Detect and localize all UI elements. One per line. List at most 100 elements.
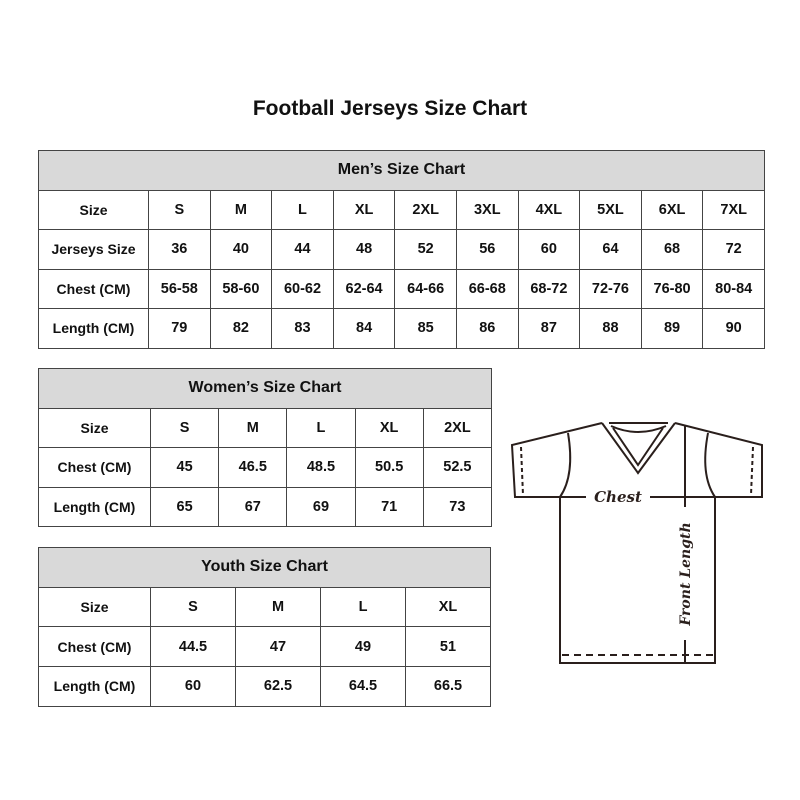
table-cell: 60: [517, 229, 581, 270]
table-row: Length (CM) 79 82 83 84 85 86 87 88 89 90: [38, 308, 765, 349]
table-cell: XL: [405, 586, 491, 628]
table-cell: M: [218, 407, 288, 448]
table-cell: S: [150, 586, 236, 628]
table-cell: 85: [394, 308, 457, 349]
table-cell: S: [148, 189, 211, 230]
chest-label: Chest: [594, 488, 642, 506]
table-cell: 4XL: [517, 189, 581, 230]
table-cell: 7XL: [702, 189, 765, 230]
table-cell: 45: [149, 447, 220, 488]
table-cell: 3XL: [455, 189, 519, 230]
table-cell: 87: [517, 308, 581, 349]
table-cell: 84: [332, 308, 396, 349]
table-cell: 48: [332, 229, 396, 270]
row-label: Length (CM): [38, 666, 151, 707]
jersey-diagram: Chest Front Length: [510, 422, 763, 664]
table-row: Chest (CM) 56-58 58-60 60-62 62-64 64-66 66-68…: [38, 268, 765, 309]
table-row: Length (CM) 65 67 69 71 73: [38, 486, 493, 527]
table-cell: L: [320, 586, 406, 628]
table-cell: 64-66: [394, 268, 457, 309]
table-cell: 80-84: [702, 268, 765, 309]
table-cell: 36: [148, 229, 211, 270]
table-cell: 40: [209, 229, 273, 270]
table-cell: 56-58: [148, 268, 211, 309]
table-cell: 50.5: [354, 447, 424, 488]
table-cell: 79: [148, 308, 211, 349]
page-title: Football Jerseys Size Chart: [252, 97, 528, 120]
jersey-outline: [510, 422, 763, 664]
table-cell: 68-72: [517, 268, 581, 309]
table-cell: 60: [150, 666, 236, 707]
youth-size-table: Youth Size Chart Size S M L XL Chest (CM) 44.5 4…: [38, 547, 491, 707]
table-cell: 47: [235, 626, 321, 668]
table-cell: 76-80: [640, 268, 704, 309]
table-cell: 71: [354, 486, 424, 527]
table-cell: 62.5: [235, 666, 321, 707]
left-sleeve-seam: [559, 432, 572, 498]
table-cell: 65: [149, 486, 220, 527]
table-cell: 49: [320, 626, 406, 668]
table-cell: 66-68: [455, 268, 519, 309]
row-label: Chest (CM): [38, 626, 151, 668]
table-cell: 88: [579, 308, 642, 349]
table-cell: 82: [209, 308, 273, 349]
sleeve-hem-right: [750, 446, 754, 496]
table-cell: 44.5: [150, 626, 236, 668]
table-row: Size S M L XL 2XL 3XL 4XL 5XL 6XL 7XL: [38, 189, 765, 230]
table-cell: 69: [286, 486, 356, 527]
table-cell: XL: [332, 189, 396, 230]
row-label: Jerseys Size: [38, 229, 149, 270]
table-row: Length (CM) 60 62.5 64.5 66.5: [38, 666, 491, 707]
row-label: Chest (CM): [38, 268, 149, 309]
table-cell: 66.5: [405, 666, 491, 707]
table-cell: 46.5: [218, 447, 288, 488]
table-cell: L: [271, 189, 334, 230]
table-cell: 86: [455, 308, 519, 349]
right-sleeve-seam: [704, 432, 716, 498]
row-label: Size: [38, 407, 151, 448]
table-cell: 83: [271, 308, 334, 349]
front-length-label: Front Length: [678, 522, 694, 626]
table-row: Chest (CM) 44.5 47 49 51: [38, 626, 491, 668]
table-cell: 62-64: [332, 268, 396, 309]
table-cell: 52.5: [422, 447, 493, 488]
table-cell: S: [149, 407, 220, 448]
table-cell: 51: [405, 626, 491, 668]
table-row: Size S M L XL: [38, 586, 491, 628]
table-cell: 52: [394, 229, 457, 270]
collar-outer: [601, 422, 676, 475]
table-cell: 68: [640, 229, 704, 270]
table-cell: 90: [702, 308, 765, 349]
table-cell: 72-76: [579, 268, 642, 309]
table-cell: 72: [702, 229, 765, 270]
collar-inner: [609, 422, 668, 467]
table-cell: 6XL: [640, 189, 704, 230]
youth-table-heading: Youth Size Chart: [38, 547, 491, 588]
table-cell: 2XL: [394, 189, 457, 230]
mens-size-table: Men’s Size Chart Size S M L XL 2XL 3XL 4XL 5XL 6XL…: [38, 150, 765, 349]
women-table-heading: Women’s Size Chart: [38, 368, 492, 409]
table-cell: M: [235, 586, 321, 628]
table-row: Size S M L XL 2XL: [38, 407, 493, 448]
table-cell: L: [286, 407, 356, 448]
table-cell: 67: [218, 486, 288, 527]
row-label: Length (CM): [38, 308, 149, 349]
table-cell: 73: [422, 486, 493, 527]
men-table-heading: Men’s Size Chart: [38, 150, 765, 191]
sleeve-hem-left: [520, 446, 524, 496]
table-cell: 64.5: [320, 666, 406, 707]
table-cell: 48.5: [286, 447, 356, 488]
womens-size-table: Women’s Size Chart Size S M L XL 2XL Chest (CM)…: [38, 368, 493, 527]
table-cell: 60-62: [271, 268, 334, 309]
table-row: Jerseys Size 36 40 44 48 52 56 60 64 68 72: [38, 229, 765, 270]
table-row: Chest (CM) 45 46.5 48.5 50.5 52.5: [38, 447, 493, 488]
table-cell: 64: [579, 229, 642, 270]
table-cell: 89: [640, 308, 704, 349]
row-label: Size: [38, 586, 151, 628]
table-cell: 44: [271, 229, 334, 270]
row-label: Size: [38, 189, 149, 230]
table-cell: XL: [354, 407, 424, 448]
table-cell: 56: [455, 229, 519, 270]
table-cell: 58-60: [209, 268, 273, 309]
table-cell: M: [209, 189, 273, 230]
